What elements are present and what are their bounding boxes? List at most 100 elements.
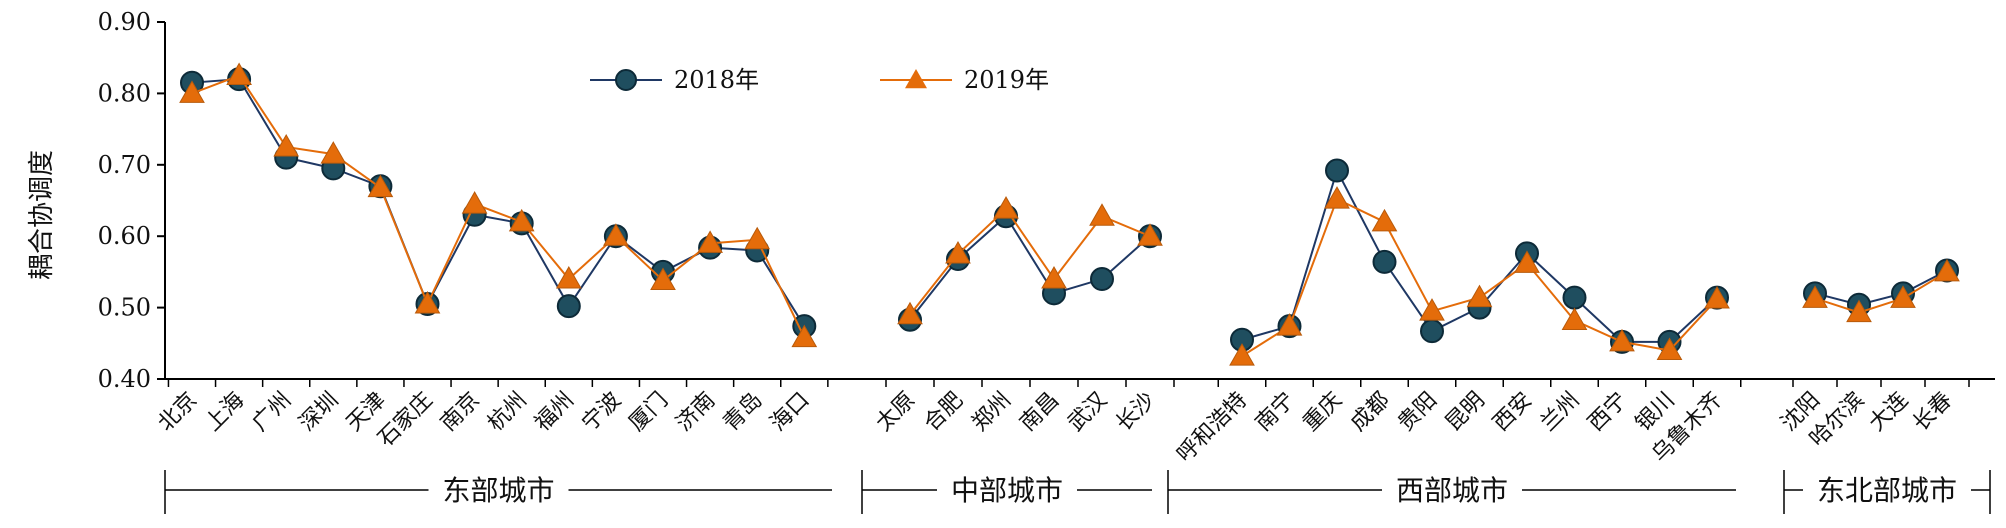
data-point [508, 208, 535, 232]
group-label: 东北部城市 [1817, 474, 1957, 507]
category-label: 海口 [766, 388, 815, 437]
data-point [1934, 258, 1960, 282]
data-point [1890, 285, 1916, 308]
series-line [191, 78, 806, 327]
category-label: 北京 [153, 388, 202, 437]
category-label: 成都 [1346, 388, 1395, 437]
category-label: 贵阳 [1393, 388, 1442, 437]
category-label: 南京 [436, 388, 485, 437]
data-point [1561, 307, 1588, 330]
legend-label: 2019年 [964, 66, 1049, 94]
category-label: 兰州 [1536, 388, 1585, 437]
group-bracket: 西部城市 [1168, 474, 1736, 507]
y-tick-label: 0.90 [98, 8, 151, 36]
data-point [1514, 250, 1540, 273]
series-layer [179, 62, 1960, 366]
category-label: 重庆 [1298, 388, 1347, 437]
category-label: 呼和浩特 [1172, 388, 1252, 468]
data-point [367, 174, 394, 198]
data-point [1372, 249, 1397, 274]
group-bracket: 东北部城市 [1784, 474, 1990, 507]
data-point [555, 266, 582, 289]
category-label: 深圳 [295, 388, 344, 437]
category-label: 福州 [530, 388, 579, 437]
data-point [993, 196, 1019, 219]
group-label: 东部城市 [442, 474, 554, 507]
data-point [414, 291, 441, 314]
data-point [744, 226, 771, 250]
category-label: 广州 [248, 388, 297, 437]
legend-item: 2019年 [880, 66, 1049, 94]
series-line [191, 74, 806, 339]
data-point [897, 301, 923, 325]
data-point [1656, 337, 1683, 360]
data-point [179, 80, 205, 103]
data-point [1420, 319, 1444, 344]
category-label: 太原 [871, 388, 920, 437]
group-bracket: 东部城市 [165, 474, 832, 507]
y-tick-label: 0.60 [98, 222, 151, 250]
category-label: 长春 [1908, 388, 1957, 437]
category-label: 石家庄 [373, 388, 437, 452]
data-point [1704, 286, 1730, 309]
data-point [1090, 267, 1114, 292]
category-label: 合肥 [919, 388, 968, 437]
data-point [1324, 186, 1350, 209]
data-point [1325, 158, 1349, 183]
y-tick-label: 0.40 [98, 365, 151, 393]
data-point [461, 191, 488, 214]
category-label: 南昌 [1015, 388, 1064, 437]
category-label: 济南 [672, 388, 721, 437]
category-label: 青岛 [719, 388, 768, 437]
series-line [1814, 269, 1948, 306]
data-point [945, 241, 971, 264]
y-tick-label: 0.50 [98, 294, 151, 322]
legend-marker [615, 69, 637, 91]
data-point [1089, 203, 1115, 226]
y-axis-label: 耦合协调度 [27, 150, 57, 280]
category-label: 长沙 [1111, 388, 1160, 437]
category-label: 厦门 [624, 388, 673, 437]
data-point [556, 294, 581, 319]
data-point [1371, 208, 1398, 232]
data-point [697, 230, 723, 253]
data-point [603, 223, 629, 246]
category-label: 西宁 [1583, 388, 1632, 437]
legend-item: 2018年 [590, 66, 759, 94]
data-point [226, 62, 252, 86]
series-line [1814, 271, 1948, 314]
category-label: 上海 [201, 388, 250, 437]
group-label: 中部城市 [951, 474, 1063, 507]
data-point [1802, 285, 1828, 308]
category-label: 郑州 [967, 388, 1016, 437]
y-tick-label: 0.70 [98, 151, 151, 179]
legend-marker [905, 69, 927, 89]
data-point [1229, 343, 1255, 366]
legend: 2018年 2019年 [590, 66, 1049, 94]
data-point [1276, 313, 1303, 336]
data-point [1041, 266, 1067, 289]
series-2019 [179, 62, 1960, 366]
data-point [1419, 298, 1445, 321]
data-point [1562, 285, 1587, 310]
data-point [1609, 328, 1635, 352]
data-point [273, 133, 300, 157]
data-point [1846, 299, 1872, 323]
series-2018 [180, 67, 1959, 354]
category-label: 杭州 [483, 388, 532, 437]
y-tick-label: 0.80 [98, 79, 151, 107]
category-label: 武汉 [1063, 388, 1112, 437]
category-label: 南宁 [1251, 388, 1300, 437]
data-point [320, 141, 347, 164]
category-label: 宁波 [577, 388, 626, 437]
data-point [791, 324, 818, 348]
category-label: 西安 [1488, 388, 1537, 437]
data-point [1466, 284, 1493, 308]
data-point [650, 267, 676, 290]
series-line [1241, 197, 1718, 357]
legend-label: 2018年 [674, 66, 759, 94]
category-label: 大连 [1864, 388, 1913, 437]
category-label: 昆明 [1441, 388, 1490, 437]
data-point [1137, 223, 1163, 246]
